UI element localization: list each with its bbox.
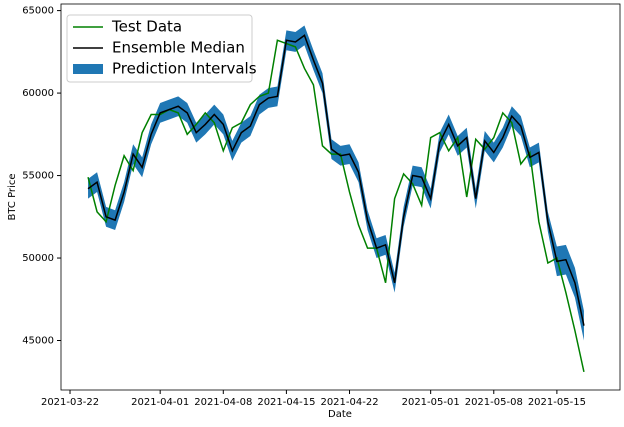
y-axis-label: BTC Price xyxy=(7,174,18,221)
y-tick-label: 55000 xyxy=(22,171,54,182)
legend-label: Prediction Intervals xyxy=(112,60,257,78)
x-tick-label: 2021-03-22 xyxy=(41,397,99,408)
x-tick-label: 2021-05-01 xyxy=(402,397,460,408)
plot-frame xyxy=(60,3,621,391)
line-series xyxy=(87,39,585,373)
y-tick-label: 50000 xyxy=(22,253,54,264)
x-tick-label: 2021-05-15 xyxy=(528,397,586,408)
x-tick-label: 2021-04-01 xyxy=(131,397,189,408)
x-tick-label: 2021-05-08 xyxy=(465,397,523,408)
x-tick-label: 2021-04-22 xyxy=(320,397,378,408)
y-tick-label: 60000 xyxy=(22,88,54,99)
x-tick-label: 2021-04-15 xyxy=(257,397,315,408)
line-series xyxy=(87,34,585,326)
y-tick-label: 45000 xyxy=(22,336,54,347)
y-tick-label: 65000 xyxy=(22,6,54,17)
legend-label: Ensemble Median xyxy=(112,39,245,57)
legend-box xyxy=(66,14,253,83)
legend-label: Test Data xyxy=(111,18,182,36)
x-axis-label: Date xyxy=(328,409,352,420)
legend-swatch xyxy=(73,64,103,74)
x-tick-label: 2021-04-08 xyxy=(194,397,252,408)
